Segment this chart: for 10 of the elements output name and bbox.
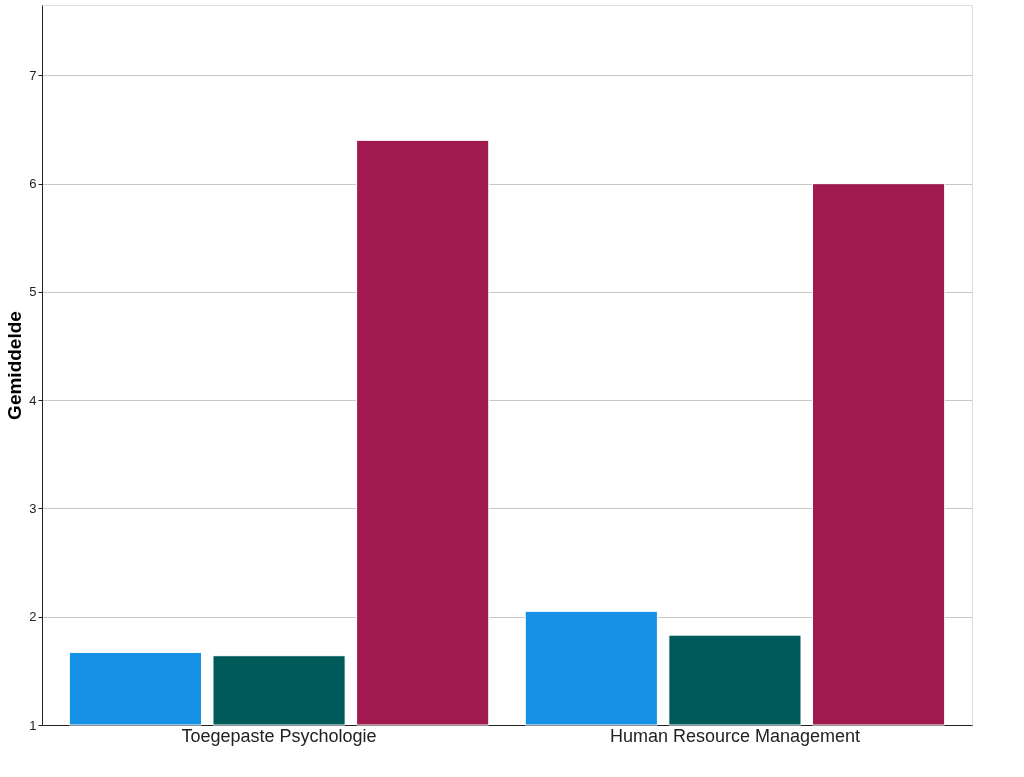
x-tick-label: Toegepaste Psychologie	[181, 725, 377, 746]
y-axis-title: Gemiddelde	[4, 311, 26, 420]
y-tick-label: 3	[29, 500, 37, 516]
y-tick-label: 7	[29, 67, 37, 83]
x-tick-label: Human Resource Management	[609, 725, 861, 746]
y-tick-label: 4	[29, 392, 37, 408]
y-tick-label: 2	[29, 609, 37, 625]
y-tick-label: 1	[29, 717, 37, 733]
y-tick-label: 5	[29, 284, 37, 300]
y-tick-label: 6	[29, 176, 37, 192]
